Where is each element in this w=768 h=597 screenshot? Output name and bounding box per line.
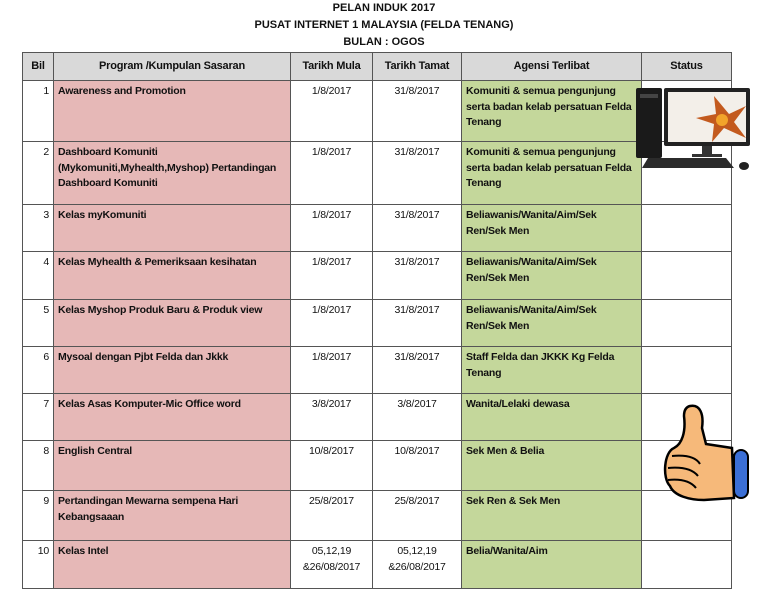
start-date-cell: 1/8/2017 (290, 346, 373, 394)
table-row: 6 Mysoal dengan Pjbt Felda dan Jkkk 1/8/20… (22, 346, 732, 394)
agency-cell: Beliawanis/Wanita/Aim/Sek Ren/Sek Men (461, 299, 642, 347)
col-tarikh-mula: Tarikh Mula (290, 52, 373, 81)
table-row: 3 Kelas myKomuniti 1/8/2017 31/8/2017 Beliaw… (22, 204, 732, 252)
end-date-cell: 31/8/2017 (372, 80, 462, 142)
row-number: 8 (22, 440, 54, 491)
end-date-cell: 31/8/2017 (372, 346, 462, 394)
program-cell: Kelas Asas Komputer-Mic Office word (53, 393, 291, 441)
program-cell: Kelas Myshop Produk Baru & Produk view (53, 299, 291, 347)
agency-cell: Komuniti & semua pengunjung serta badan … (461, 80, 642, 142)
row-number: 9 (22, 490, 54, 541)
row-number: 3 (22, 204, 54, 252)
row-number: 10 (22, 540, 54, 589)
thumbs-up-icon (663, 404, 749, 502)
start-date-cell: 1/8/2017 (290, 299, 373, 347)
program-cell: Kelas myKomuniti (53, 204, 291, 252)
table-row: 2 Dashboard Komuniti (Mykomuniti,Myhealth… (22, 141, 732, 205)
start-date-cell: 05,12,19 &26/08/2017 (290, 540, 373, 589)
program-cell: Kelas Myhealth & Pemeriksaan kesihatan (53, 251, 291, 300)
agency-cell: Komuniti & semua pengunjung serta badan … (461, 141, 642, 205)
end-date-cell: 31/8/2017 (372, 299, 462, 347)
col-agensi: Agensi Terlibat (461, 52, 642, 81)
row-number: 1 (22, 80, 54, 142)
status-cell (641, 346, 732, 394)
start-date-cell: 25/8/2017 (290, 490, 373, 541)
agency-cell: Wanita/Lelaki dewasa (461, 393, 642, 441)
program-cell: Dashboard Komuniti (Mykomuniti,Myhealth,… (53, 141, 291, 205)
table-row: 7 Kelas Asas Komputer-Mic Office word 3/8/… (22, 393, 732, 441)
program-cell: Kelas Intel (53, 540, 291, 589)
start-date-cell: 1/8/2017 (290, 80, 373, 142)
col-tarikh-tamat: Tarikh Tamat (372, 52, 462, 81)
table-row: 10 Kelas Intel 05,12,19 &26/08/2017 05,12,1… (22, 540, 732, 589)
document-titles: PELAN INDUK 2017 PUSAT INTERNET 1 MALAYS… (0, 0, 768, 51)
table-header-row: Bil Program /Kumpulan Sasaran Tarikh Mul… (22, 52, 732, 81)
table-row: 1 Awareness and Promotion 1/8/2017 31/8/201… (22, 80, 732, 142)
program-cell: Pertandingan Mewarna sempena Hari Kebang… (53, 490, 291, 541)
agency-cell: Sek Men & Belia (461, 440, 642, 491)
status-cell (641, 204, 732, 252)
desktop-computer-icon (636, 88, 750, 170)
end-date-cell: 25/8/2017 (372, 490, 462, 541)
start-date-cell: 1/8/2017 (290, 204, 373, 252)
col-status: Status (641, 52, 732, 81)
col-bil: Bil (22, 52, 54, 81)
status-cell (641, 251, 732, 300)
end-date-cell: 31/8/2017 (372, 204, 462, 252)
row-number: 5 (22, 299, 54, 347)
row-number: 6 (22, 346, 54, 394)
table-row: 8 English Central 10/8/2017 10/8/2017 Sek Me… (22, 440, 732, 491)
start-date-cell: 10/8/2017 (290, 440, 373, 491)
status-cell (641, 299, 732, 347)
program-cell: Awareness and Promotion (53, 80, 291, 142)
row-number: 4 (22, 251, 54, 300)
col-program: Program /Kumpulan Sasaran (53, 52, 291, 81)
title-center: PUSAT INTERNET 1 MALAYSIA (FELDA TENANG) (254, 19, 514, 31)
agency-cell: Sek Ren & Sek Men (461, 490, 642, 541)
program-cell: English Central (53, 440, 291, 491)
table-row: 5 Kelas Myshop Produk Baru & Produk view 1… (22, 299, 732, 347)
start-date-cell: 1/8/2017 (290, 141, 373, 205)
plan-table: Bil Program /Kumpulan Sasaran Tarikh Mul… (22, 52, 732, 589)
row-number: 2 (22, 141, 54, 205)
table-row: 9 Pertandingan Mewarna sempena Hari Keban… (22, 490, 732, 541)
agency-cell: Belia/Wanita/Aim (461, 540, 642, 589)
table-row: 4 Kelas Myhealth & Pemeriksaan kesihatan 1… (22, 251, 732, 300)
program-cell: Mysoal dengan Pjbt Felda dan Jkkk (53, 346, 291, 394)
row-number: 7 (22, 393, 54, 441)
start-date-cell: 1/8/2017 (290, 251, 373, 300)
agency-cell: Beliawanis/Wanita/Aim/Sek Ren/Sek Men (461, 251, 642, 300)
status-cell (641, 540, 732, 589)
start-date-cell: 3/8/2017 (290, 393, 373, 441)
agency-cell: Beliawanis/Wanita/Aim/Sek Ren/Sek Men (461, 204, 642, 252)
end-date-cell: 31/8/2017 (372, 251, 462, 300)
title-month: BULAN : OGOS (343, 36, 425, 48)
agency-cell: Staff Felda dan JKKK Kg Felda Tenang (461, 346, 642, 394)
end-date-cell: 10/8/2017 (372, 440, 462, 491)
end-date-cell: 31/8/2017 (372, 141, 462, 205)
end-date-cell: 05,12,19 &26/08/2017 (372, 540, 462, 589)
title-main: PELAN INDUK 2017 (332, 2, 436, 14)
end-date-cell: 3/8/2017 (372, 393, 462, 441)
